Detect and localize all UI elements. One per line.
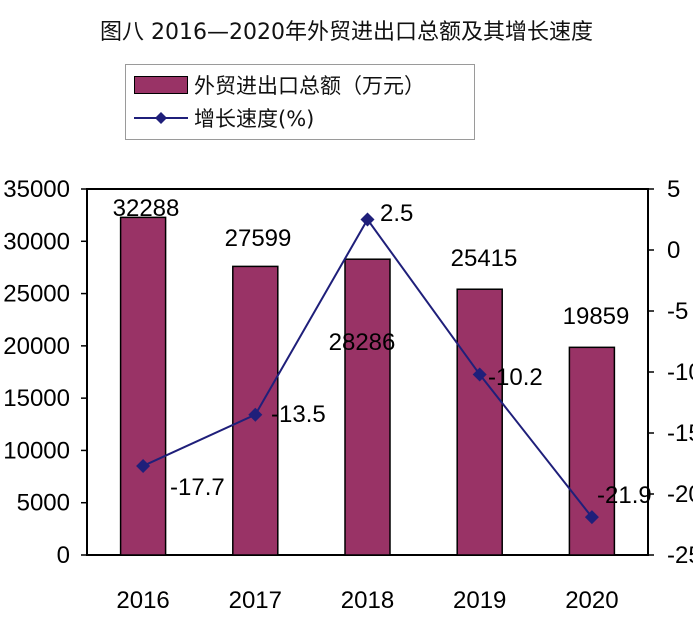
y-left-tick-label: 20000 [3, 333, 70, 360]
legend-line-label: 增长速度(%) [194, 107, 315, 131]
legend: 外贸进出口总额（万元） 增长速度(%) [125, 64, 475, 140]
y-left-tick-label: 5000 [17, 490, 70, 517]
y-right-tick-label: -10 [667, 359, 693, 386]
y-left-tick-label: 25000 [3, 281, 70, 308]
growth-point [136, 458, 151, 473]
y-left-tick-label: 0 [57, 542, 70, 569]
growth-point [584, 510, 599, 525]
legend-bar-swatch [134, 76, 188, 94]
y-right-tick-label: -20 [667, 481, 693, 508]
growth-value-label: -21.9 [597, 482, 652, 509]
legend-bar-label: 外贸进出口总额（万元） [194, 74, 425, 98]
bar [456, 288, 503, 556]
y-left-tick-label: 35000 [3, 176, 70, 203]
y-right-tick-label: 0 [667, 237, 680, 264]
growth-point [360, 212, 375, 227]
bar [344, 258, 391, 556]
growth-value-label: -17.7 [170, 474, 225, 501]
growth-value-label: 2.5 [380, 200, 413, 227]
bar-value-label: 19859 [563, 303, 630, 330]
x-tick-label: 2020 [565, 587, 618, 614]
legend-line-swatch [134, 112, 188, 124]
bar-value-label: 27599 [225, 225, 292, 252]
y-right-tick-label: -15 [667, 420, 693, 447]
y-left-tick-label: 15000 [3, 385, 70, 412]
x-tick-label: 2018 [341, 587, 394, 614]
bar-value-label: 32288 [113, 195, 180, 222]
bar-value-label: 25415 [451, 245, 518, 272]
y-right-tick-label: -25 [667, 542, 693, 569]
growth-value-label: -10.2 [488, 364, 543, 391]
y-left-tick-label: 30000 [3, 228, 70, 255]
growth-value-label: -13.5 [271, 401, 326, 428]
x-tick-label: 2017 [229, 587, 282, 614]
x-tick-label: 2016 [116, 587, 169, 614]
chart-title: 图八 2016—2020年外贸进出口总额及其增长速度 [100, 20, 593, 45]
growth-point [248, 407, 263, 422]
x-tick-label: 2019 [453, 587, 506, 614]
bar-value-label: 28286 [329, 329, 396, 356]
y-right-tick-label: -5 [667, 298, 688, 325]
legend-item-bar: 外贸进出口总额（万元） [134, 70, 425, 100]
growth-point [472, 367, 487, 382]
y-left-tick-label: 10000 [3, 437, 70, 464]
y-right-tick-label: 5 [667, 176, 680, 203]
bar [119, 216, 167, 556]
legend-item-line: 增长速度(%) [134, 103, 314, 133]
